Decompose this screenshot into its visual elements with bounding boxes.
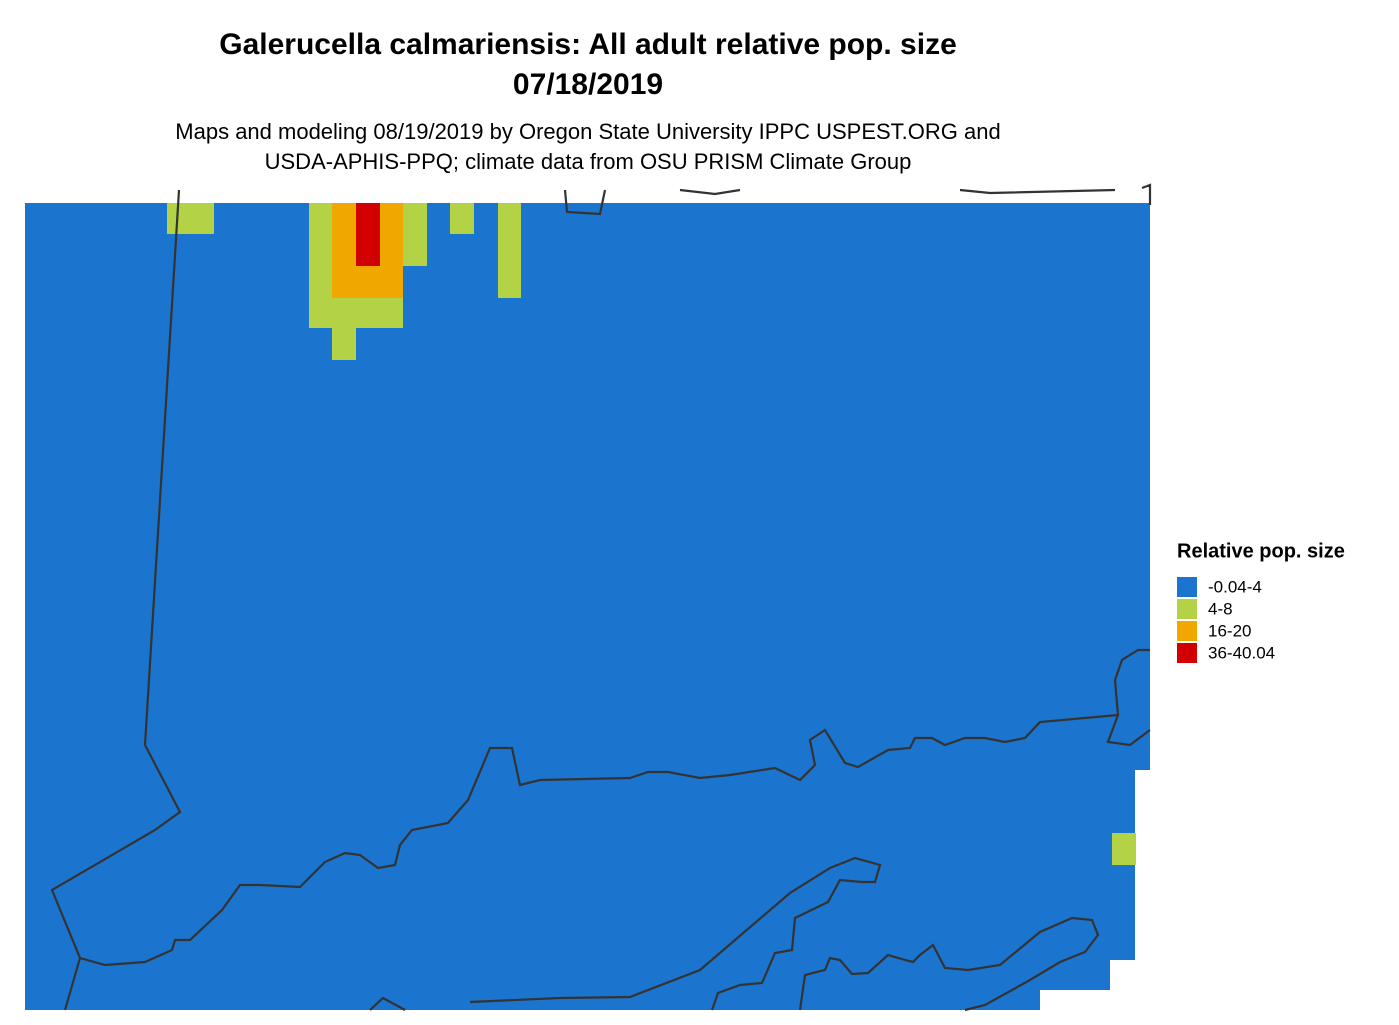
map-title: Galerucella calmariensis: All adult rela…	[219, 28, 957, 61]
legend: Relative pop. size -0.04-4 4-8 16-20 36-40.…	[1177, 540, 1345, 663]
legend-label: 4-8	[1208, 599, 1233, 618]
subtitle-line: USDA-APHIS-PPQ; climate data from OSU PR…	[265, 149, 912, 174]
legend-title: Relative pop. size	[1177, 540, 1345, 562]
raster	[25, 203, 1150, 1010]
state-boundaries	[50, 183, 1152, 1012]
raster-region	[25, 203, 1150, 1010]
map-date: 07/18/2019	[513, 68, 663, 101]
raster-cell	[332, 328, 356, 360]
legend-label: -0.04-4	[1208, 577, 1262, 596]
legend-swatch	[1177, 643, 1197, 663]
legend-label: 16-20	[1208, 621, 1251, 640]
legend-swatch	[1177, 621, 1197, 641]
subtitle-line: Maps and modeling 08/19/2019 by Oregon S…	[175, 119, 1000, 144]
raster-cell	[1112, 833, 1136, 865]
raster-cell	[356, 203, 380, 266]
legend-swatch	[1177, 599, 1197, 619]
legend-label: 36-40.04	[1208, 643, 1275, 662]
raster-cell	[403, 266, 427, 328]
raster-cell	[498, 203, 521, 298]
raster-cell	[450, 203, 474, 234]
raster-cell	[167, 203, 214, 234]
legend-swatch	[1177, 577, 1197, 597]
